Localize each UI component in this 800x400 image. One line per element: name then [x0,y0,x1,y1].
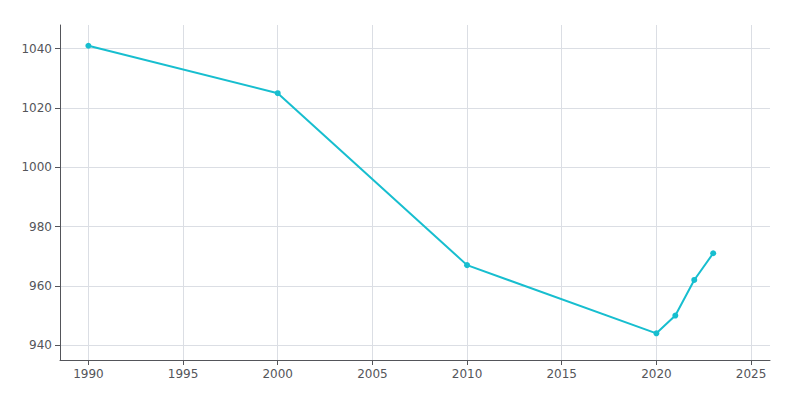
svg-text:1995: 1995 [168,367,199,381]
svg-text:980: 980 [29,220,52,234]
svg-text:1990: 1990 [73,367,104,381]
svg-text:2015: 2015 [546,367,577,381]
svg-text:1000: 1000 [21,160,52,174]
svg-text:960: 960 [29,279,52,293]
svg-text:940: 940 [29,338,52,352]
svg-text:2025: 2025 [736,367,767,381]
svg-text:1020: 1020 [21,101,52,115]
svg-text:2010: 2010 [452,367,483,381]
svg-text:2000: 2000 [262,367,293,381]
svg-text:1040: 1040 [21,42,52,56]
svg-text:2005: 2005 [357,367,388,381]
svg-text:2020: 2020 [641,367,672,381]
